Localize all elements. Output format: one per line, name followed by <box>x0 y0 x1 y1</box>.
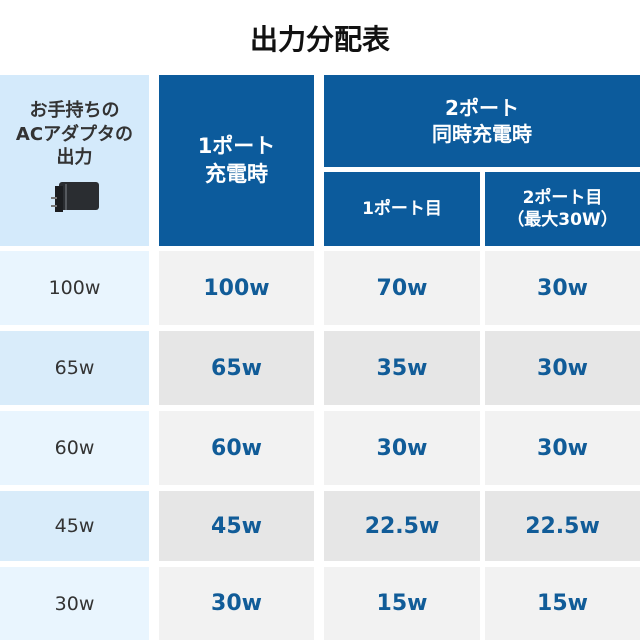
header-line: （最大30W） <box>507 210 618 230</box>
table-cell-port2: 15w <box>485 567 640 640</box>
table-cell-port1: 70w <box>324 251 480 325</box>
table-cell-single: 65w <box>159 331 314 405</box>
header-port1: 1ポート目 <box>324 172 480 246</box>
header-line: 充電時 <box>205 161 268 186</box>
table-cell-port2: 30w <box>485 251 640 325</box>
table-cell-single: 30w <box>159 567 314 640</box>
header-line: ACアダプタの <box>15 123 134 145</box>
page-title: 出力分配表 <box>249 23 390 56</box>
header-line: 2ポート目 <box>522 187 603 208</box>
table-cell-single: 45w <box>159 491 314 561</box>
table-cell-port2: 30w <box>485 331 640 405</box>
table-cell-single: 100w <box>159 251 314 325</box>
table-cell-input: 100w <box>0 251 149 325</box>
header-line: 2ポート <box>445 96 519 120</box>
header-line: 1ポート <box>197 134 276 159</box>
table-cell-input: 60w <box>0 411 149 485</box>
table-cell-input: 30w <box>0 567 149 640</box>
table-cell-single: 60w <box>159 411 314 485</box>
header-single-port: 1ポート 充電時 <box>159 75 314 246</box>
table-cell-input: 45w <box>0 491 149 561</box>
table-cell-port1: 22.5w <box>324 491 480 561</box>
table-cell-input: 65w <box>0 331 149 405</box>
header-adapter-output: お手持ちの ACアダプタの 出力 <box>0 75 149 246</box>
header-line: 同時充電時 <box>432 122 532 146</box>
table-cell-port1: 30w <box>324 411 480 485</box>
header-line: お手持ちの <box>29 100 120 122</box>
table-cell-port2: 22.5w <box>485 491 640 561</box>
table-cell-port2: 30w <box>485 411 640 485</box>
header-port2: 2ポート目 （最大30W） <box>485 172 640 246</box>
ac-adapter-icon <box>50 181 99 212</box>
header-dual-port-group: 2ポート 同時充電時 <box>324 75 640 167</box>
table-cell-port1: 35w <box>324 331 480 405</box>
header-line: 1ポート目 <box>362 198 442 219</box>
table-cell-port1: 15w <box>324 567 480 640</box>
header-line: 出力 <box>56 147 93 169</box>
